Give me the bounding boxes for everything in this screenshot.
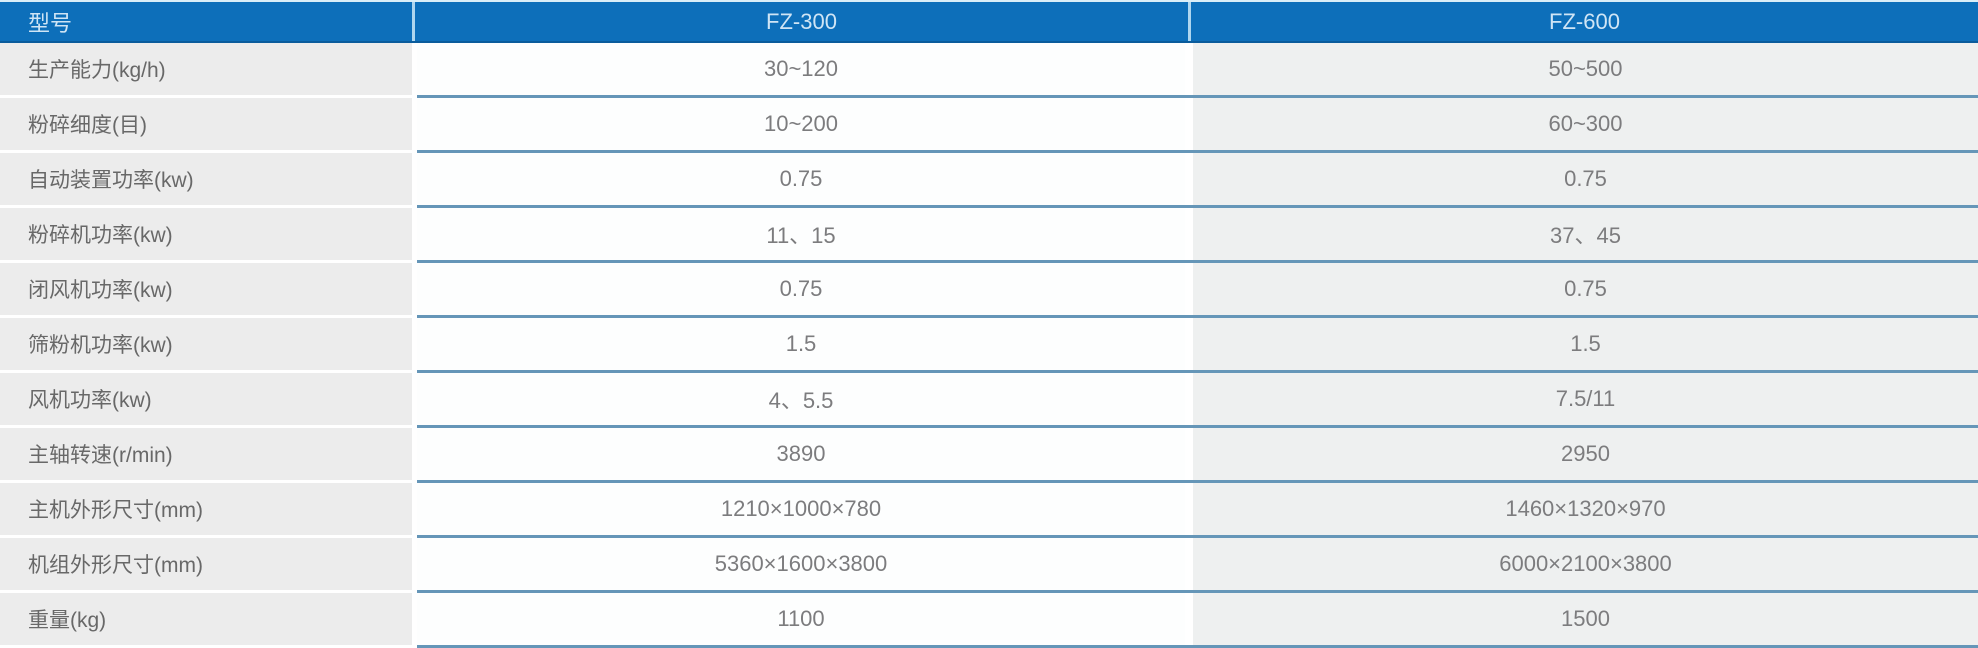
row-values: 0.75 0.75 (417, 153, 1978, 208)
row-label: 筛粉机功率(kw) (0, 318, 412, 373)
fz300-value: 10~200 (417, 98, 1185, 150)
fz300-value: 0.75 (417, 153, 1185, 205)
header-column-separator (412, 2, 415, 41)
fz600-value: 2950 (1193, 428, 1978, 480)
fz600-value: 7.5/11 (1193, 373, 1978, 425)
fz300-value: 30~120 (417, 43, 1185, 95)
spec-row: 主机外形尺寸(mm) 1210×1000×780 1460×1320×970 (0, 483, 1978, 538)
fz300-value: 5360×1600×3800 (417, 538, 1185, 590)
value-column-gap (1185, 428, 1193, 480)
row-values: 30~120 50~500 (417, 43, 1978, 98)
spec-row: 闭风机功率(kw) 0.75 0.75 (0, 263, 1978, 318)
fz600-value: 0.75 (1193, 263, 1978, 315)
fz600-value: 1460×1320×970 (1193, 483, 1978, 535)
row-values: 0.75 0.75 (417, 263, 1978, 318)
fz300-value: 1100 (417, 593, 1185, 645)
header-model-label: 型号 (28, 10, 73, 36)
header-col-fz300: FZ-300 (766, 8, 837, 34)
fz300-value: 1210×1000×780 (417, 483, 1185, 535)
fz300-value: 11、15 (417, 208, 1185, 260)
fz600-value: 1.5 (1193, 318, 1978, 370)
header-column-separator (1188, 2, 1191, 41)
spec-row: 主轴转速(r/min) 3890 2950 (0, 428, 1978, 483)
row-label: 主机外形尺寸(mm) (0, 483, 412, 538)
row-label: 风机功率(kw) (0, 373, 412, 428)
value-column-gap (1185, 43, 1193, 95)
row-label: 粉碎细度(目) (0, 98, 412, 153)
value-column-gap (1185, 593, 1193, 645)
spec-row: 粉碎细度(目) 10~200 60~300 (0, 98, 1978, 153)
spec-row: 重量(kg) 1100 1500 (0, 593, 1978, 648)
row-label: 粉碎机功率(kw) (0, 208, 412, 263)
row-values: 1100 1500 (417, 593, 1978, 648)
row-label: 闭风机功率(kw) (0, 263, 412, 318)
row-label: 机组外形尺寸(mm) (0, 538, 412, 593)
fz300-value: 0.75 (417, 263, 1185, 315)
row-label: 自动装置功率(kw) (0, 153, 412, 208)
row-label: 生产能力(kg/h) (0, 43, 412, 98)
value-column-gap (1185, 153, 1193, 205)
spec-row: 筛粉机功率(kw) 1.5 1.5 (0, 318, 1978, 373)
fz300-value: 1.5 (417, 318, 1185, 370)
value-column-gap (1185, 208, 1193, 260)
row-values: 3890 2950 (417, 428, 1978, 483)
fz600-value: 50~500 (1193, 43, 1978, 95)
row-values: 1.5 1.5 (417, 318, 1978, 373)
row-label: 主轴转速(r/min) (0, 428, 412, 483)
table-body: 生产能力(kg/h) 30~120 50~500 粉碎细度(目) 10~200 … (0, 43, 1978, 648)
row-label: 重量(kg) (0, 593, 412, 648)
row-values: 1210×1000×780 1460×1320×970 (417, 483, 1978, 538)
fz300-value: 3890 (417, 428, 1185, 480)
row-values: 5360×1600×3800 6000×2100×3800 (417, 538, 1978, 593)
spec-row: 生产能力(kg/h) 30~120 50~500 (0, 43, 1978, 98)
value-column-gap (1185, 263, 1193, 315)
fz600-value: 0.75 (1193, 153, 1978, 205)
value-column-gap (1185, 98, 1193, 150)
header-col-fz600: FZ-600 (1549, 8, 1620, 34)
value-column-gap (1185, 318, 1193, 370)
spec-row: 风机功率(kw) 4、5.5 7.5/11 (0, 373, 1978, 428)
fz600-value: 6000×2100×3800 (1193, 538, 1978, 590)
fz600-value: 60~300 (1193, 98, 1978, 150)
spec-row: 自动装置功率(kw) 0.75 0.75 (0, 153, 1978, 208)
row-values: 11、15 37、45 (417, 208, 1978, 263)
fz300-value: 4、5.5 (417, 373, 1185, 425)
fz600-value: 1500 (1193, 593, 1978, 645)
spec-row: 机组外形尺寸(mm) 5360×1600×3800 6000×2100×3800 (0, 538, 1978, 593)
table-header-row: 型号 FZ-300 FZ-600 (0, 0, 1978, 43)
spec-row: 粉碎机功率(kw) 11、15 37、45 (0, 208, 1978, 263)
value-column-gap (1185, 538, 1193, 590)
value-column-gap (1185, 373, 1193, 425)
row-values: 10~200 60~300 (417, 98, 1978, 153)
row-values: 4、5.5 7.5/11 (417, 373, 1978, 428)
value-column-gap (1185, 483, 1193, 535)
fz600-value: 37、45 (1193, 208, 1978, 260)
